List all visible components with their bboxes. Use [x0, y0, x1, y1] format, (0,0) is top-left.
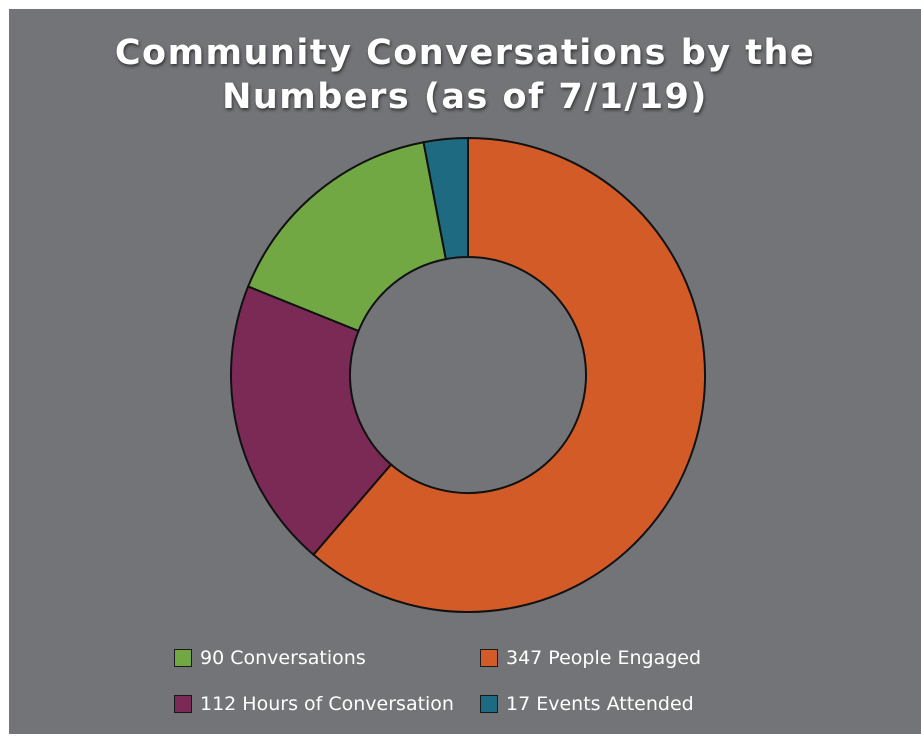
chart-panel: Community Conversations by the Numbers (…	[9, 9, 921, 734]
chart-title-line-1: Community Conversations by the	[114, 33, 816, 73]
donut-slice-people-engaged	[312, 136, 706, 613]
donut-chart	[230, 136, 706, 613]
donut-slice-conversations	[246, 141, 448, 333]
donut-slice-events-attended	[422, 136, 469, 261]
chart-title: Community Conversations by the Numbers (…	[9, 31, 921, 119]
chart-title-line-2: Numbers (as of 7/1/19)	[222, 77, 708, 117]
donut-slice-hours-of-conversation	[230, 285, 393, 557]
